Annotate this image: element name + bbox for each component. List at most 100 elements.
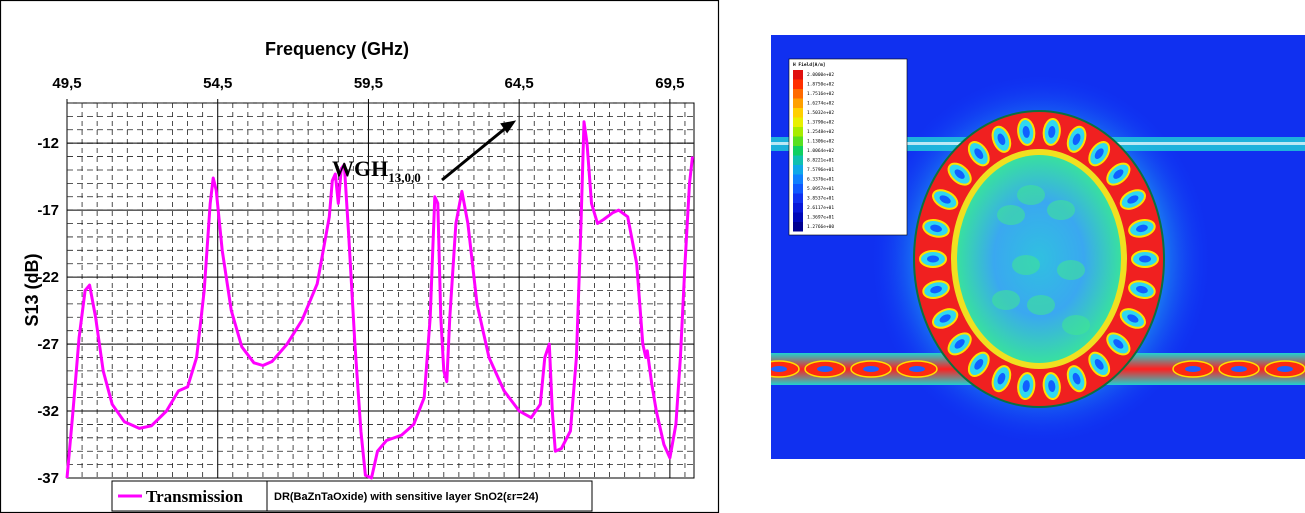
colorbar-value: 1.7516e+02 — [807, 91, 834, 97]
core-spot — [1027, 295, 1055, 315]
colorbar-swatch — [793, 146, 803, 156]
waveguide-lobe-core — [817, 366, 833, 372]
colorbar-value: 8.8221e+01 — [807, 158, 834, 164]
bottom-waveguide-lobes — [758, 360, 1305, 378]
ring-lobe-core — [954, 339, 965, 349]
waveguide-lobe-core — [863, 366, 879, 372]
legend: Transmission DR(BaZnTaOxide) with sensit… — [111, 480, 593, 512]
grid-lines — [66, 102, 694, 479]
ring-lobe-core — [1048, 380, 1056, 393]
ring-lobe-core — [1136, 285, 1148, 294]
ring-lobe-core — [1048, 125, 1056, 138]
colorbar-value: 1.5032e+02 — [807, 110, 834, 116]
y-tick-label: -27 — [37, 336, 59, 353]
colorbar-swatch — [793, 184, 803, 194]
y-axis-title: S13 (dB) — [22, 253, 42, 326]
colorbar-value: 1.8750e+02 — [807, 82, 834, 88]
chart-caption: DR(BaZnTaOxide) with sensitive layer SnO… — [274, 491, 539, 503]
x-tick-label: 59,5 — [354, 75, 383, 92]
ring-lobe-core — [1022, 125, 1030, 138]
ring-lobe-core — [1072, 133, 1081, 146]
colorbar-swatch — [793, 136, 803, 146]
s13-chart: 49,5 54,5 59,5 64,5 69,5 -12 -17 -22 -27 -32 -37 F… — [0, 0, 720, 513]
colorbar-value: 1.3697e+01 — [807, 215, 834, 221]
h-field-map: H Field[A/m] 2.0000e+02 1.8750e+02 1.7516e… — [758, 35, 1305, 459]
ring-lobe-core — [1136, 224, 1148, 233]
colorbar-swatch — [793, 212, 803, 222]
legend-entry: Transmission — [146, 487, 244, 506]
waveguide-lobe-core — [771, 366, 787, 372]
y-tick-label: -12 — [37, 135, 59, 152]
ring-lobe-core — [930, 224, 942, 233]
colorbar-value: 1.1306e+02 — [807, 139, 834, 145]
series-line-transmission — [65, 120, 694, 480]
whispering-gallery-lobes — [919, 117, 1159, 401]
colorbar-scale: 2.0000e+02 1.8750e+02 1.7516e+02 1.6274e+02… — [793, 70, 834, 232]
ring-lobe-core — [1094, 359, 1104, 370]
s13-chart-panel: 49,5 54,5 59,5 64,5 69,5 -12 -17 -22 -27 -32 -37 F… — [0, 0, 720, 513]
resonator-core — [957, 155, 1121, 363]
ring-lobe-core — [1127, 314, 1139, 323]
h-field-simulation-panel: H Field[A/m] 2.0000e+02 1.8750e+02 1.7516e… — [758, 35, 1305, 459]
colorbar-swatch — [793, 174, 803, 184]
annotation-arrow — [441, 123, 512, 182]
colorbar-value: 2.6117e+01 — [807, 205, 834, 211]
y-tick-label: -37 — [37, 470, 59, 487]
ring-lobe-core — [974, 359, 984, 370]
ring-lobe-core — [930, 285, 942, 294]
colorbar-swatch — [793, 108, 803, 118]
annotation-main: WGH — [332, 156, 388, 181]
core-spot — [1017, 185, 1045, 205]
colorbar-swatch — [793, 70, 803, 80]
core-spot — [997, 205, 1025, 225]
ring-lobe-core — [939, 314, 951, 323]
x-tick-label: 69,5 — [655, 75, 684, 92]
waveguide-lobe-core — [1185, 366, 1201, 372]
colorbar-value: 1.2766e+00 — [807, 224, 834, 230]
ring-lobe-core — [939, 195, 951, 204]
waveguide-lobe-core — [909, 366, 925, 372]
y-tick-label: -22 — [37, 269, 59, 286]
colorbar-value: 1.6274e+02 — [807, 101, 834, 107]
x-tick-label: 49,5 — [52, 75, 81, 92]
waveguide-lobe-core — [1231, 366, 1247, 372]
colorbar-title: H Field[A/m] — [793, 62, 826, 68]
core-spot — [1062, 315, 1090, 335]
colorbar-swatch — [793, 117, 803, 127]
annotation-sub: 13,0,0 — [388, 170, 421, 185]
waveguide-lobe-core — [1277, 366, 1293, 372]
x-tick-label: 54,5 — [203, 75, 232, 92]
colorbar-swatch — [793, 193, 803, 203]
colorbar-swatch — [793, 89, 803, 99]
ring-lobe-core — [997, 372, 1006, 385]
annotation: WGH13,0,0 — [332, 120, 517, 185]
colorbar-swatch — [793, 203, 803, 213]
ring-lobe-core — [974, 148, 984, 159]
core-spot — [1047, 200, 1075, 220]
core-field-spots — [992, 185, 1090, 335]
core-spot — [1012, 255, 1040, 275]
colorbar-swatch — [793, 79, 803, 89]
ring-lobe-core — [1113, 339, 1124, 349]
colorbar-value: 1.2548e+02 — [807, 129, 834, 135]
colorbar-value: 2.0000e+02 — [807, 72, 834, 78]
colorbar-value: 7.5796e+01 — [807, 167, 834, 173]
core-spot — [1057, 260, 1085, 280]
colorbar-swatch — [793, 165, 803, 175]
colorbar-swatch — [793, 98, 803, 108]
y-tick-label: -32 — [37, 403, 59, 420]
legend-box — [111, 480, 268, 512]
series-layer — [65, 120, 694, 480]
ring-lobe-core — [1072, 372, 1081, 385]
colorbar-swatch — [793, 155, 803, 165]
colorbar-swatch — [793, 127, 803, 137]
tick-labels: 49,5 54,5 59,5 64,5 69,5 -12 -17 -22 -27 -32 -37 — [37, 75, 684, 487]
ring-lobe-core — [1022, 380, 1030, 393]
ring-lobe-core — [927, 255, 939, 263]
ring-lobe-core — [997, 133, 1006, 146]
core-spot — [992, 290, 1020, 310]
ring-lobe-core — [1127, 195, 1139, 204]
colorbar-box — [788, 58, 908, 236]
colorbar-value: 6.3376e+01 — [807, 177, 834, 183]
resonator-edge — [913, 110, 1165, 408]
